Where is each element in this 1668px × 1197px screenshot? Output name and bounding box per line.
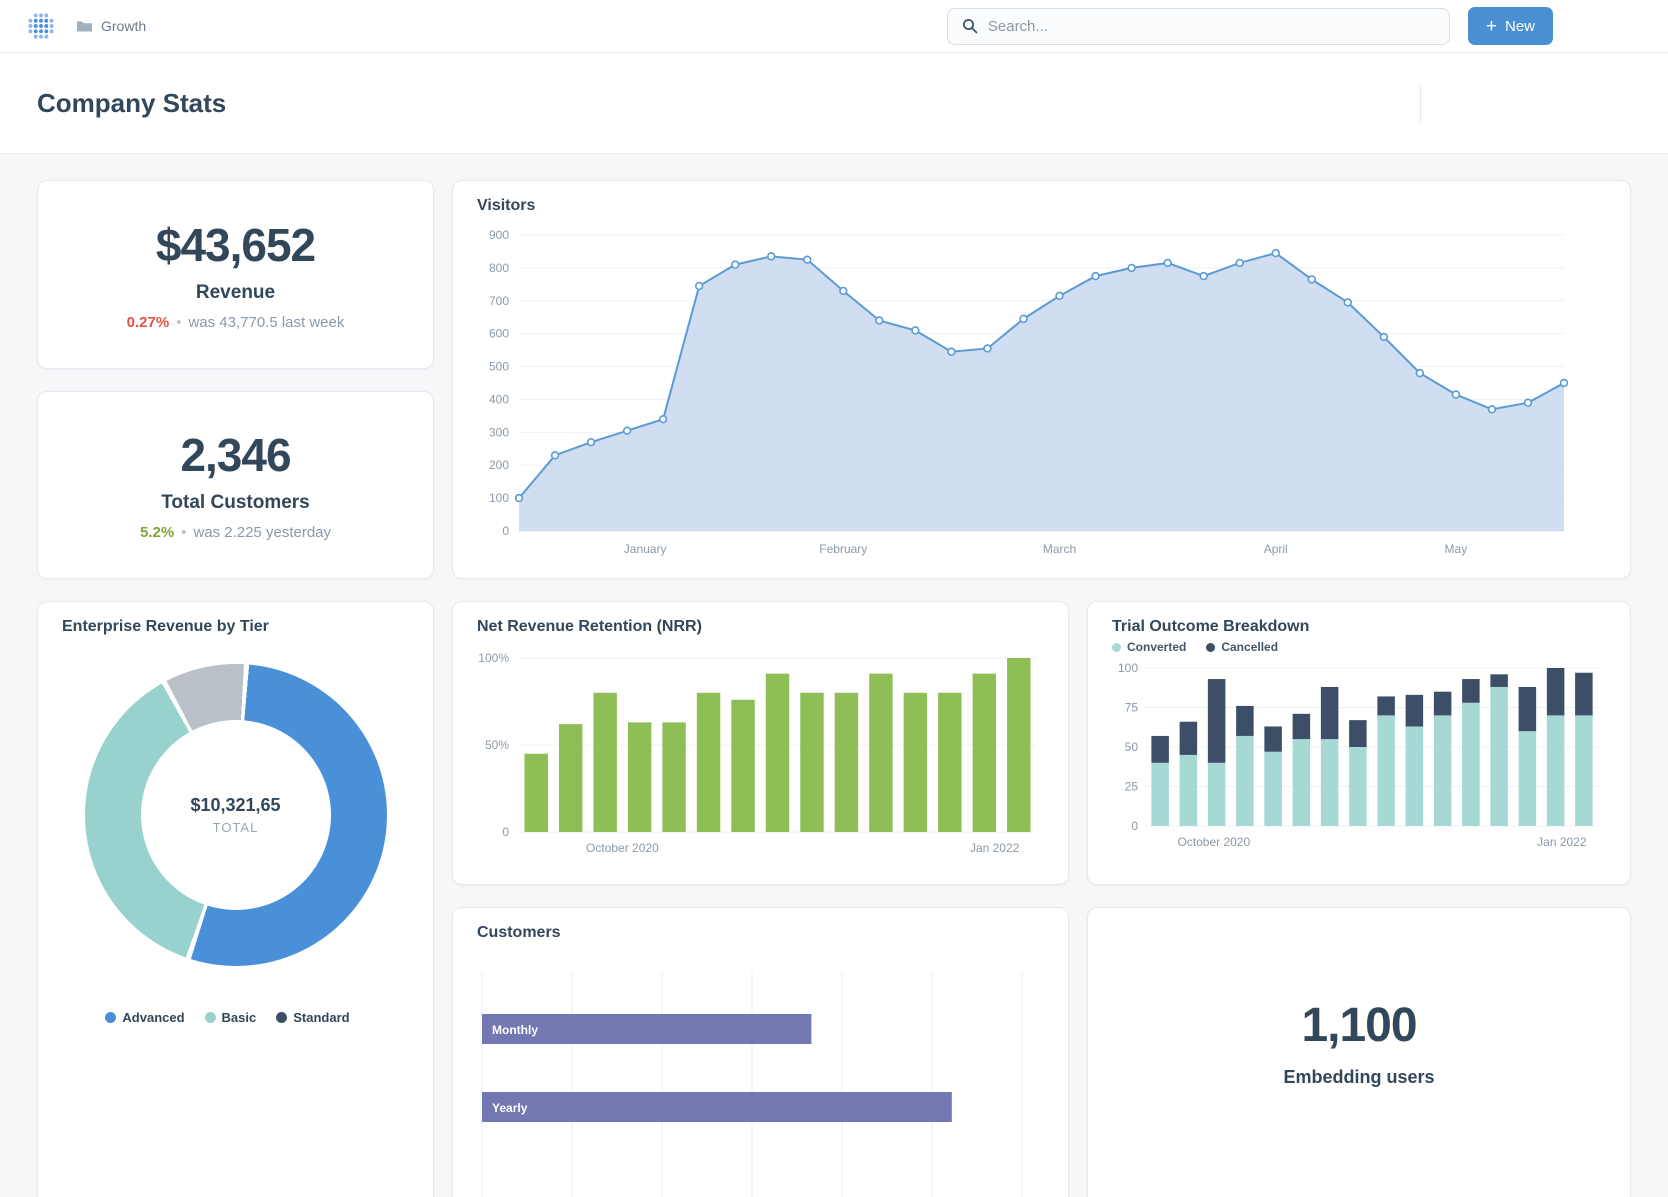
donut-wrapper: $10,321,65 TOTAL (62, 664, 409, 966)
revenue-meta: 0.27% • was 43,770.5 last week (127, 314, 345, 331)
customers-delta: 5.2% (139, 524, 175, 542)
revenue-label: Revenue (195, 281, 276, 303)
svg-text:March: March (1043, 542, 1076, 556)
legend-item-cancelled: Cancelled (1206, 640, 1278, 654)
svg-text:0: 0 (502, 825, 509, 839)
embedding-users-card: 1,100 Embedding users (1087, 907, 1631, 1197)
new-button-label: New (1504, 17, 1535, 35)
svg-text:April: April (1264, 542, 1288, 556)
customers-hbar-chart: Monthly Yearly (481, 972, 1023, 1197)
total-customers-kpi-card: 2,346 Total Customers 5.2% • was 2.225 y… (37, 390, 434, 579)
svg-text:200: 200 (489, 458, 509, 472)
trial-chart-title: Trial Outcome Breakdown (1112, 618, 1310, 635)
breadcrumb[interactable]: Growth (76, 18, 146, 34)
donut-total-value: $10,321,65 (190, 795, 281, 815)
svg-text:600: 600 (489, 327, 509, 341)
trial-outcome-card: Trial Outcome Breakdown Converted Cancell… (1087, 601, 1631, 885)
svg-text:100: 100 (489, 491, 509, 505)
legend-item-standard: Standard (276, 1010, 350, 1025)
trial-legend: Converted Cancelled (1112, 640, 1606, 654)
legend-item-basic: Basic (204, 1010, 257, 1025)
svg-text:October 2020: October 2020 (1177, 835, 1250, 849)
page-title: Company Stats (37, 87, 227, 118)
donut-total-label: TOTAL (212, 820, 259, 835)
legend-item-advanced: Advanced (105, 1010, 185, 1025)
svg-text:25: 25 (1125, 780, 1139, 794)
legend-label: Advanced (122, 1010, 185, 1025)
legend-label: Basic (221, 1010, 257, 1025)
revenue-note: was 43,770.5 last week (188, 313, 345, 331)
svg-text:0: 0 (502, 524, 509, 538)
svg-text:900: 900 (489, 228, 509, 242)
svg-text:700: 700 (489, 294, 509, 308)
legend-dot (204, 1012, 216, 1023)
legend-dot (276, 1012, 288, 1023)
svg-text:October 2020: October 2020 (586, 841, 659, 855)
svg-text:January: January (624, 542, 667, 556)
tiers-chart-title: Enterprise Revenue by Tier (62, 618, 269, 635)
embedding-users-value: 1,100 (1301, 999, 1417, 1052)
visitors-line-chart: 0 100 200 300 400 500 600 700 800 900 January Febru… (489, 228, 1569, 556)
svg-text:February: February (819, 542, 867, 556)
app-logo[interactable] (26, 11, 56, 41)
trial-stacked-bar-chart: 0 25 50 75 100 October 2020 Jan 2022 (1118, 661, 1598, 849)
svg-text:800: 800 (489, 261, 509, 275)
svg-text:75: 75 (1125, 701, 1139, 715)
legend-label: Converted (1127, 640, 1187, 654)
svg-text:Yearly: Yearly (492, 1101, 528, 1115)
total-customers-label: Total Customers (161, 492, 310, 514)
svg-text:0: 0 (1131, 819, 1138, 833)
search-box[interactable] (946, 7, 1450, 45)
embedding-users-label: Embedding users (1283, 1067, 1435, 1087)
folder-icon (77, 21, 92, 32)
nrr-card: Net Revenue Retention (NRR) 0 50% 100% Octo… (452, 601, 1069, 885)
visitors-card: Visitors 0 100 200 300 400 500 600 700 800 900 Jan… (452, 180, 1631, 579)
svg-text:100%: 100% (478, 651, 509, 665)
total-customers-meta: 5.2% • was 2.225 yesterday (140, 524, 331, 541)
legend-dot (1112, 642, 1121, 652)
page-header: Company Stats (0, 53, 1668, 154)
svg-text:100: 100 (1118, 661, 1138, 675)
svg-text:May: May (1445, 542, 1468, 556)
svg-text:500: 500 (489, 360, 509, 374)
header-divider (1420, 86, 1421, 122)
visitors-chart-title: Visitors (477, 197, 536, 214)
revenue-tier-donut-chart: $10,321,65 TOTAL (84, 664, 387, 966)
revenue-kpi-card: $43,652 Revenue 0.27% • was 43,770.5 las… (37, 180, 434, 369)
separator-dot: • (181, 524, 187, 542)
total-customers-value: 2,346 (180, 429, 291, 482)
svg-text:50: 50 (1125, 740, 1139, 754)
svg-text:Monthly: Monthly (492, 1023, 538, 1037)
donut-center: $10,321,65 TOTAL (85, 664, 387, 966)
revenue-tier-card: Enterprise Revenue by Tier $10,321,65 TO… (37, 601, 434, 1197)
svg-text:300: 300 (489, 425, 509, 439)
legend-label: Cancelled (1221, 640, 1279, 654)
legend-item-converted: Converted (1112, 640, 1186, 654)
app-logo-icon (28, 13, 54, 39)
customers-chart-card: Customers Monthly Yearly (452, 907, 1069, 1197)
plus-icon: + (1485, 15, 1497, 37)
revenue-value: $43,652 (155, 218, 316, 271)
legend-dot (105, 1012, 117, 1023)
svg-text:Jan 2022: Jan 2022 (1537, 835, 1587, 849)
svg-text:Jan 2022: Jan 2022 (970, 841, 1020, 855)
svg-text:400: 400 (489, 392, 509, 406)
breadcrumb-label: Growth (101, 18, 147, 34)
legend-dot (1206, 642, 1216, 652)
legend-label: Standard (293, 1010, 350, 1025)
tiers-legend: Advanced Basic Standard (62, 1010, 409, 1025)
customers-chart-title: Customers (477, 924, 561, 941)
separator-dot: • (176, 313, 182, 331)
nrr-bar-chart: 0 50% 100% October 2020 Jan 2022 (478, 651, 1036, 855)
new-button[interactable]: + New (1467, 7, 1553, 45)
revenue-delta: 0.27% (126, 313, 170, 331)
svg-text:50%: 50% (485, 738, 509, 752)
search-input[interactable] (987, 17, 1435, 35)
nrr-chart-title: Net Revenue Retention (NRR) (477, 618, 702, 635)
topbar: Growth + New (0, 0, 1668, 53)
search-icon (962, 19, 978, 34)
kpi-column: $43,652 Revenue 0.27% • was 43,770.5 las… (37, 180, 434, 579)
customers-note: was 2.225 yesterday (193, 524, 332, 542)
dashboard-grid: $43,652 Revenue 0.27% • was 43,770.5 las… (0, 154, 1668, 1197)
